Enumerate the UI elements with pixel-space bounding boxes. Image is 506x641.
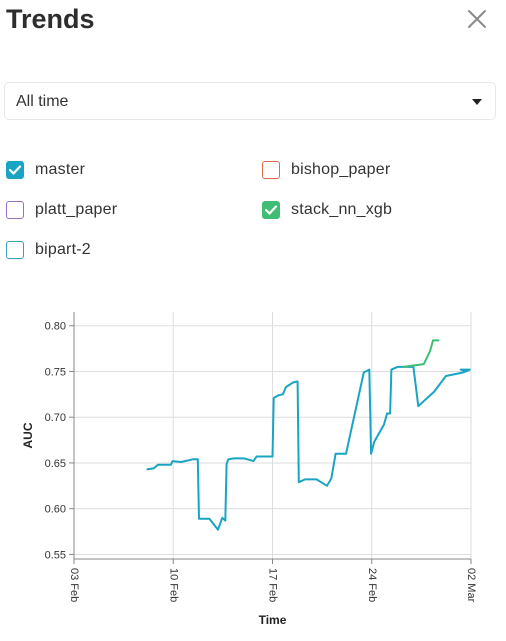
y-tick-label: 0.60 (45, 504, 66, 516)
series-label-platt-paper: platt_paper (35, 201, 118, 218)
x-tick-label: 03 Feb (68, 568, 80, 602)
caret-down-icon (472, 99, 482, 105)
y-axis-label: AUC (21, 422, 35, 448)
close-icon (468, 10, 486, 28)
x-tick-label: 02 Mar (465, 568, 477, 603)
panel-title: Trends (6, 4, 95, 34)
time-range-value: All time (16, 93, 69, 110)
series-label-master: master (35, 161, 86, 178)
series-line-master (146, 365, 471, 531)
series-checkbox-bishop-paper[interactable]: bishop_paper (262, 161, 390, 179)
y-tick-label: 0.80 (45, 321, 66, 333)
series-checkbox-bipart-2[interactable]: bipart-2 (6, 241, 91, 259)
y-tick-label: 0.70 (45, 412, 66, 424)
x-tick-label: 10 Feb (167, 568, 179, 602)
checkbox-bishop-paper[interactable] (262, 161, 280, 179)
checkbox-bipart-2[interactable] (6, 241, 24, 259)
checkbox-master[interactable] (6, 161, 24, 179)
check-icon (9, 165, 21, 175)
y-tick-label: 0.55 (45, 549, 66, 561)
series-line-stack-nn-xgb (402, 339, 440, 368)
x-tick-label: 24 Feb (366, 568, 378, 602)
time-range-select[interactable]: All time (4, 82, 496, 120)
series-checkbox-stack-nn-xgb[interactable]: stack_nn_xgb (262, 201, 392, 219)
y-tick-label: 0.75 (45, 366, 66, 378)
close-button[interactable] (460, 2, 494, 36)
checkbox-platt-paper[interactable] (6, 201, 24, 219)
series-checkbox-platt-paper[interactable]: platt_paper (6, 201, 117, 219)
x-tick-label: 17 Feb (267, 568, 279, 602)
series-label-stack-nn-xgb: stack_nn_xgb (291, 201, 393, 218)
check-icon (265, 205, 277, 215)
series-label-bipart-2: bipart-2 (35, 241, 91, 258)
series-label-bishop-paper: bishop_paper (291, 161, 391, 178)
series-checkbox-master[interactable]: master (6, 161, 85, 179)
checkbox-stack-nn-xgb[interactable] (262, 201, 280, 219)
y-tick-label: 0.65 (45, 458, 66, 470)
x-axis-label: Time (259, 613, 287, 627)
